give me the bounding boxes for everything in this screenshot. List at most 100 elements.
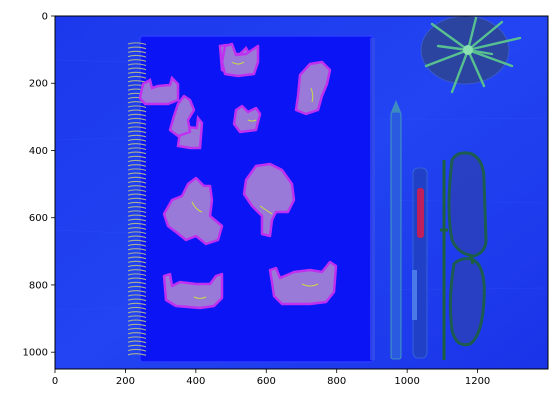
y-axis: 0 200 400 600 800 1000: [23, 12, 55, 359]
spiral-coil: [127, 126, 147, 130]
spiral-coil: [127, 176, 147, 180]
spiral-coil: [127, 105, 147, 109]
y-tick-label: 1000: [23, 348, 48, 359]
spiral-coil: [127, 138, 147, 142]
spiral-coil: [127, 290, 147, 293]
x-tick-label: 400: [186, 376, 205, 387]
blob-sticker: [162, 272, 224, 310]
spiral-coil: [127, 151, 147, 155]
blob-sticker: [294, 60, 332, 116]
spiral-coil: [127, 143, 147, 146]
x-tick-label: 200: [116, 376, 135, 387]
spiral-coil: [127, 159, 147, 163]
notebook-shadow-edge: [370, 38, 375, 360]
spiral-coil: [127, 218, 147, 222]
blob-sticker: [232, 104, 262, 134]
spiral-coil: [127, 227, 147, 230]
spiral-coil: [127, 243, 147, 247]
spiral-coil: [127, 319, 147, 323]
spiral-coil: [127, 164, 147, 167]
spiral-coil: [127, 256, 147, 260]
spiral-coil: [127, 122, 147, 125]
spiral-coil: [127, 332, 147, 335]
spiral-coil: [127, 147, 147, 151]
spiral-coil: [127, 54, 147, 58]
spiral-coil: [127, 285, 147, 289]
spiral-coil: [127, 348, 147, 352]
spiral-coil: [127, 67, 147, 71]
spiral-coil: [127, 315, 147, 319]
x-tick-label: 1200: [465, 376, 490, 387]
spiral-coil: [127, 206, 147, 209]
spiral-coil: [127, 130, 147, 134]
x-tick-label: 600: [257, 376, 276, 387]
spiral-coil: [127, 306, 147, 310]
pencil: [390, 111, 402, 360]
spiral-coil: [127, 264, 147, 268]
spiral-coil: [127, 298, 147, 302]
spiral-coil: [127, 222, 147, 226]
pen-grip: [417, 188, 424, 238]
spiral-coil: [127, 235, 147, 239]
x-tick-label: 1000: [394, 376, 419, 387]
plant-center: [463, 45, 473, 55]
spiral-coil: [127, 117, 147, 121]
spiral-coil: [127, 302, 147, 306]
spiral-coil: [127, 231, 147, 235]
spiral-coil: [127, 353, 147, 356]
blob-faces: [191, 61, 319, 299]
spiral-coil: [127, 344, 147, 348]
spiral-coil: [127, 340, 147, 344]
spiral-coil: [127, 172, 147, 176]
spiral-coil: [127, 185, 147, 188]
spiral-coil: [127, 109, 147, 113]
spiral-coil: [127, 273, 147, 277]
spiral-coil: [127, 168, 147, 172]
spiral-coil: [127, 63, 147, 67]
plant: [420, 16, 522, 94]
spiral-coil: [127, 323, 147, 327]
spiral-coil: [127, 46, 147, 50]
y-tick-label: 200: [29, 79, 48, 90]
blob-sticker: [220, 42, 260, 78]
spiral-coil: [127, 71, 147, 75]
photo-image: [55, 16, 548, 369]
spiral-coil: [127, 201, 147, 205]
spiral-coil: [127, 214, 147, 218]
spiral-coil: [127, 197, 147, 201]
x-tick-label: 0: [52, 376, 58, 387]
spiral-coil: [127, 193, 147, 197]
spiral-coil: [127, 269, 147, 272]
blob-sticker: [268, 260, 338, 306]
spiral-coil: [127, 134, 147, 138]
spiral-coil: [127, 239, 147, 243]
spiral-coil: [127, 50, 147, 54]
spiral-coil: [127, 336, 147, 340]
blob-sticker: [162, 176, 224, 246]
spiral-coil: [127, 252, 147, 256]
spiral-coil: [127, 180, 147, 184]
x-tick-label: 800: [327, 376, 346, 387]
spiral-coil: [127, 189, 147, 193]
blob-sticker: [168, 94, 196, 138]
spiral-coil: [127, 311, 147, 314]
plant-leaves: [424, 16, 522, 94]
spiral-coil: [127, 210, 147, 214]
spiral-coil: [127, 75, 147, 79]
blob-sticker: [138, 75, 180, 106]
spiral-coil: [127, 294, 147, 298]
spiral-coil: [127, 327, 147, 331]
y-tick-label: 800: [29, 280, 48, 291]
y-tick-label: 600: [29, 213, 48, 224]
spiral-coil: [127, 281, 147, 285]
spiral-coil: [127, 260, 147, 264]
blob-sticker: [242, 162, 296, 238]
y-tick-label: 0: [42, 12, 48, 23]
eyeglasses: [440, 151, 488, 360]
spiral-coil: [127, 113, 147, 117]
axes-frame: [54, 15, 549, 370]
pen-clip: [412, 270, 417, 320]
pencil-tip: [391, 100, 401, 112]
spiral-coil: [127, 248, 147, 251]
